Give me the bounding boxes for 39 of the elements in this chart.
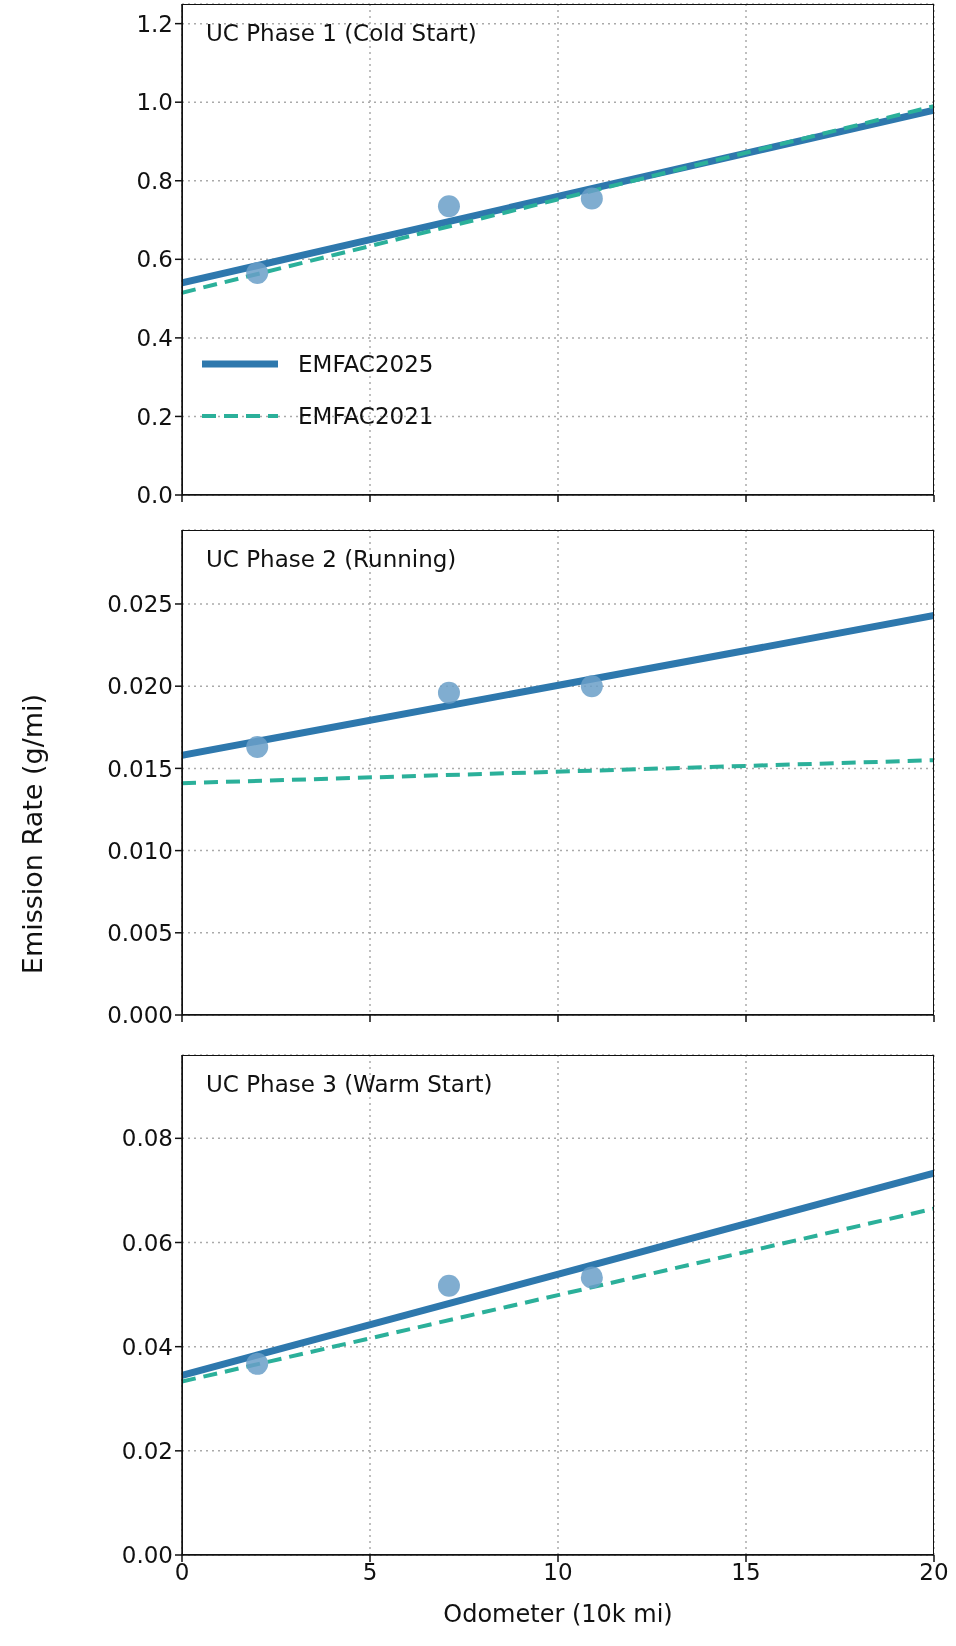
legend-label: EMFAC2025 bbox=[298, 350, 434, 377]
y-tick-label: 0.015 bbox=[107, 755, 173, 782]
y-tick-label: 0.0 bbox=[136, 482, 173, 509]
x-tick-label: 0 bbox=[174, 1559, 190, 1586]
y-tick-label: 0.000 bbox=[107, 1002, 173, 1029]
point bbox=[437, 1274, 460, 1297]
y-axis-title: Emission Rate (g/mi) bbox=[16, 693, 48, 975]
annotation: UC Phase 3 (Warm Start) bbox=[206, 1071, 493, 1097]
y-tick-label: 0.8 bbox=[136, 167, 173, 194]
y-tick-label: 0.08 bbox=[121, 1125, 173, 1152]
x-tick-label: 15 bbox=[731, 1559, 761, 1586]
point bbox=[246, 262, 269, 285]
y-tick-label: 0.00 bbox=[121, 1542, 173, 1569]
point bbox=[246, 1352, 269, 1375]
point bbox=[580, 675, 603, 698]
x-tick-label: 10 bbox=[543, 1559, 573, 1586]
y-tick-label: 0.6 bbox=[136, 246, 173, 273]
annotation: UC Phase 2 (Running) bbox=[206, 546, 457, 572]
point bbox=[437, 195, 460, 218]
x-axis-title: Odometer (10k mi) bbox=[442, 1600, 674, 1628]
y-tick-label: 0.005 bbox=[107, 919, 173, 946]
y-tick-label: 0.010 bbox=[107, 837, 173, 864]
y-tick-label: 0.2 bbox=[136, 403, 173, 430]
point bbox=[580, 187, 603, 210]
legend-label: EMFAC2021 bbox=[298, 402, 434, 429]
point bbox=[437, 681, 460, 704]
y-tick-label: 0.020 bbox=[107, 673, 173, 700]
x-tick-label: 20 bbox=[919, 1559, 949, 1586]
y-tick-label: 0.04 bbox=[121, 1333, 173, 1360]
point bbox=[246, 736, 269, 759]
y-tick-label: 0.025 bbox=[107, 591, 173, 618]
point bbox=[580, 1266, 603, 1289]
y-tick-label: 1.2 bbox=[136, 10, 173, 37]
x-tick-label: 5 bbox=[362, 1559, 378, 1586]
y-tick-label: 0.4 bbox=[136, 325, 173, 352]
annotation: UC Phase 1 (Cold Start) bbox=[206, 20, 477, 46]
y-tick-label: 1.0 bbox=[136, 89, 173, 116]
y-tick-label: 0.02 bbox=[121, 1438, 173, 1464]
y-tick-label: 0.06 bbox=[121, 1229, 173, 1256]
